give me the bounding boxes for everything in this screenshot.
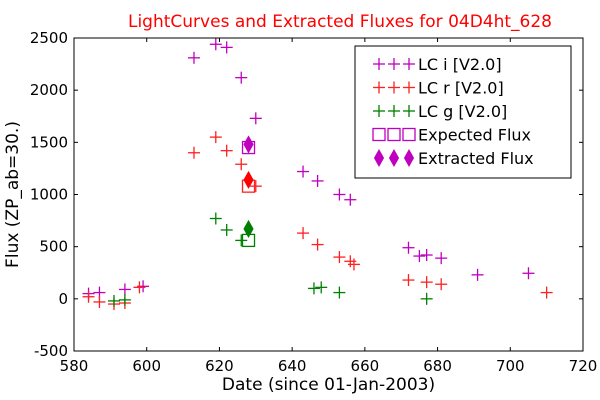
y-tick-label: 0 (58, 290, 68, 308)
y-tick-label: 2500 (30, 29, 68, 47)
series0-point (311, 174, 324, 187)
series0-point (402, 241, 415, 254)
series0-point (522, 267, 535, 280)
x-tick-label: 600 (132, 357, 161, 375)
series1-point (297, 227, 310, 240)
legend-label: LC r [V2.0] (418, 79, 504, 98)
series2-point (307, 282, 320, 295)
diamond-mark (243, 135, 254, 154)
series1-point (235, 158, 248, 171)
y-tick-label: 500 (39, 238, 68, 256)
square-mark (402, 127, 416, 142)
legend-marker (373, 58, 415, 70)
legend: LC i [V2.0] LC r [V2.0] LC g [V2.0] Expecte… (354, 45, 572, 179)
series0-point (435, 252, 448, 265)
y-tick-label: -500 (34, 342, 68, 360)
series1-point (93, 295, 106, 308)
legend-marker (373, 81, 415, 94)
series1-point (333, 251, 346, 264)
series0-point (187, 51, 200, 64)
series2-point (315, 281, 328, 294)
x-tick-label: 680 (423, 357, 452, 375)
series2-point (420, 292, 433, 305)
series0-point (413, 250, 426, 263)
legend-marker (373, 148, 415, 168)
diamond-mark (243, 170, 254, 189)
y-axis-title: Flux (ZP_ab=30.) (3, 121, 23, 268)
series0-point (420, 249, 433, 262)
axis-ticks: 580 600 620 640 660 680 700 720 -500 0 500 1000 1500… (30, 29, 598, 375)
y-tick-label: 1000 (30, 186, 68, 204)
series0-point (344, 193, 357, 206)
series2-point (333, 286, 346, 299)
series1-point (82, 290, 95, 303)
x-axis-title: Date (since 01-Jan-2003) (222, 375, 435, 395)
series0-point (471, 268, 484, 281)
series0-point (297, 165, 310, 178)
diamond-mark (403, 148, 415, 168)
series4-point (243, 170, 254, 189)
series1-point (311, 238, 324, 251)
y-tick-label: 2000 (30, 81, 68, 99)
series1-point (540, 286, 553, 299)
square-mark (387, 127, 401, 142)
legend-label: LC g [V2.0] (418, 102, 507, 121)
series2-point (220, 223, 233, 236)
series1-point (347, 258, 360, 271)
legend-label: Extracted Flux (418, 149, 534, 168)
series1-point (187, 146, 200, 159)
legend-marker (373, 105, 415, 117)
legend-label: LC i [V2.0] (418, 55, 502, 74)
series2-point (209, 212, 222, 225)
series2-point (118, 293, 131, 306)
series0-point (118, 283, 131, 296)
plot-area (82, 38, 553, 311)
x-tick-label: 640 (278, 357, 307, 375)
x-tick-label: 660 (351, 357, 380, 375)
x-tick-label: 720 (569, 357, 598, 375)
x-tick-label: 700 (496, 357, 525, 375)
y-tick-label: 1500 (30, 133, 68, 151)
series1-point (209, 131, 222, 144)
series0-point (249, 112, 262, 125)
series1-point (420, 276, 433, 289)
series1-point (435, 278, 448, 291)
series4-point (243, 135, 254, 154)
chart-title: LightCurves and Extracted Fluxes for 04D… (128, 12, 552, 32)
series1-point (220, 144, 233, 157)
series0-point (333, 188, 346, 201)
series2-point (235, 234, 248, 247)
series0-point (209, 38, 222, 51)
series0-point (220, 41, 233, 54)
x-tick-label: 620 (205, 357, 234, 375)
series4-point (243, 219, 254, 238)
series1-point (249, 180, 262, 193)
series0-point (235, 71, 248, 84)
diamond-mark (243, 219, 254, 238)
legend-label: Expected Flux (418, 126, 531, 145)
series1-point (402, 274, 415, 287)
diamond-mark (388, 148, 400, 168)
legend-marker (372, 127, 416, 142)
series2-point (107, 294, 120, 307)
x-tick-label: 580 (60, 357, 89, 375)
series1-point (133, 281, 146, 294)
square-mark (372, 127, 386, 142)
diamond-mark (373, 148, 385, 168)
